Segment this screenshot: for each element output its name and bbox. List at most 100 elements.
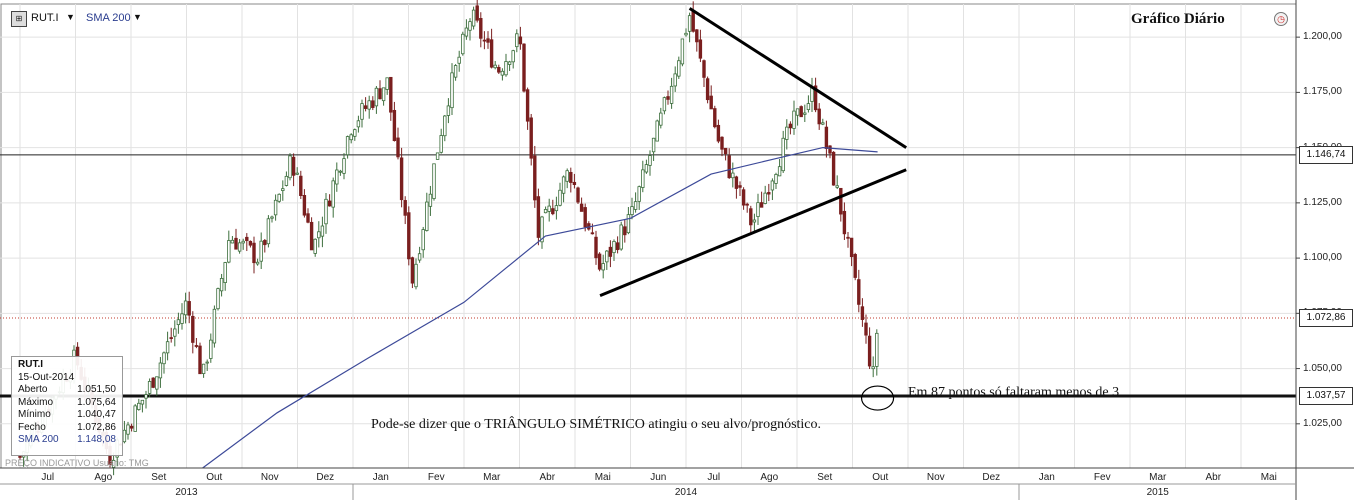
y-tick-label: 1.050,00 xyxy=(1303,362,1342,374)
candle-up xyxy=(554,205,559,212)
candle-down xyxy=(623,226,627,236)
candle-up xyxy=(360,103,364,120)
x-month-label: Set xyxy=(151,472,167,483)
candle-up xyxy=(468,21,472,31)
candle-up xyxy=(284,175,289,186)
candle-up xyxy=(374,87,379,107)
candle-up xyxy=(111,459,116,468)
candle-up xyxy=(493,64,497,69)
candle-up xyxy=(507,61,512,65)
candle-up xyxy=(133,405,137,432)
indicator-dropdown-icon[interactable]: ▼ xyxy=(133,12,142,22)
candle-up xyxy=(381,87,386,102)
candle-down xyxy=(522,43,526,92)
candle-down xyxy=(309,221,314,251)
candle-up xyxy=(471,9,476,27)
candle-up xyxy=(259,240,263,262)
candle-up xyxy=(774,174,778,184)
candle-down xyxy=(608,246,613,257)
candle-up xyxy=(785,126,789,140)
candle-up xyxy=(601,263,605,271)
symbol-selector[interactable]: RUT.I xyxy=(31,12,59,24)
candle-down xyxy=(525,89,530,122)
candle-up xyxy=(219,278,224,292)
candle-down xyxy=(734,176,739,189)
x-month-label: Mai xyxy=(1260,472,1277,483)
candle-down xyxy=(392,109,397,142)
high-value: 1.075,64 xyxy=(77,396,116,408)
data-window-symbol: RUT.I xyxy=(18,359,43,370)
candle-up xyxy=(565,170,569,182)
sma-200-line xyxy=(202,146,878,469)
sma-label: SMA 200 xyxy=(18,434,59,445)
candle-down xyxy=(129,425,134,429)
candle-up xyxy=(543,209,548,214)
y-tick-label: 1.125,00 xyxy=(1303,196,1342,208)
y-value-label: 1.072,86 xyxy=(1299,309,1353,328)
candle-down xyxy=(716,124,721,142)
candle-up xyxy=(687,15,692,32)
candle-up xyxy=(875,332,879,367)
candle-down xyxy=(767,192,771,195)
candle-up xyxy=(461,33,465,55)
candle-down xyxy=(572,181,577,185)
footer-note: PREÇO INDICATIVO Usuário: TMG xyxy=(5,458,149,468)
low-value: 1.040,47 xyxy=(77,409,116,420)
close-label: Fecho xyxy=(18,421,46,433)
candle-down xyxy=(263,240,267,246)
x-month-label: Set xyxy=(817,472,833,483)
open-value: 1.051,50 xyxy=(77,384,116,395)
x-month-label: Out xyxy=(206,472,223,483)
clock-icon[interactable]: ◷ xyxy=(1274,12,1288,26)
x-month-label: Jan xyxy=(1038,472,1055,483)
candle-down xyxy=(597,253,602,270)
candle-down xyxy=(745,203,749,206)
candle-up xyxy=(137,402,141,410)
triangle-annotation: Pode-se dizer que o TRIÂNGULO SIMÉTRICO … xyxy=(371,417,822,432)
candle-down xyxy=(403,200,407,216)
candle-up xyxy=(731,172,735,179)
candle-down xyxy=(864,322,868,336)
indicator-selector[interactable]: SMA 200 xyxy=(86,12,131,24)
candle-down xyxy=(705,78,710,101)
candle-down xyxy=(187,301,191,316)
candle-up xyxy=(626,214,631,234)
candle-up xyxy=(212,308,217,344)
candle-down xyxy=(813,85,818,111)
candle-down xyxy=(489,39,494,68)
candle-up xyxy=(871,366,875,370)
candle-up xyxy=(684,32,688,36)
sma-value: 1.148,08 xyxy=(77,434,116,445)
candle-up xyxy=(205,361,209,364)
chart-icon[interactable]: ⊞ xyxy=(11,11,27,27)
candle-up xyxy=(821,122,825,125)
candle-up xyxy=(435,152,440,160)
candle-up xyxy=(633,201,638,210)
candle-down xyxy=(713,108,717,128)
candle-down xyxy=(248,240,253,246)
symbol-dropdown-icon[interactable]: ▼ xyxy=(66,12,75,22)
x-month-label: Mar xyxy=(1149,472,1167,483)
candle-up xyxy=(255,261,260,265)
candle-down xyxy=(857,279,861,305)
candle-up xyxy=(500,70,505,76)
candle-up xyxy=(270,216,274,219)
x-month-label: Fev xyxy=(427,472,445,483)
candle-up xyxy=(295,172,299,175)
candle-up xyxy=(230,239,235,244)
x-month-label: Jul xyxy=(41,472,55,483)
x-month-label: Out xyxy=(872,472,889,483)
x-month-label: Abr xyxy=(1205,472,1222,483)
candle-up xyxy=(421,229,425,251)
candle-down xyxy=(817,108,821,125)
candle-down xyxy=(363,105,368,109)
candle-down xyxy=(371,100,375,108)
candle-up xyxy=(356,120,361,128)
candle-up xyxy=(770,180,775,191)
candle-up xyxy=(659,112,663,126)
candle-up xyxy=(237,242,242,252)
candle-down xyxy=(497,66,501,73)
candle-up xyxy=(140,399,145,405)
candle-up xyxy=(669,85,674,104)
candle-down xyxy=(486,38,490,43)
